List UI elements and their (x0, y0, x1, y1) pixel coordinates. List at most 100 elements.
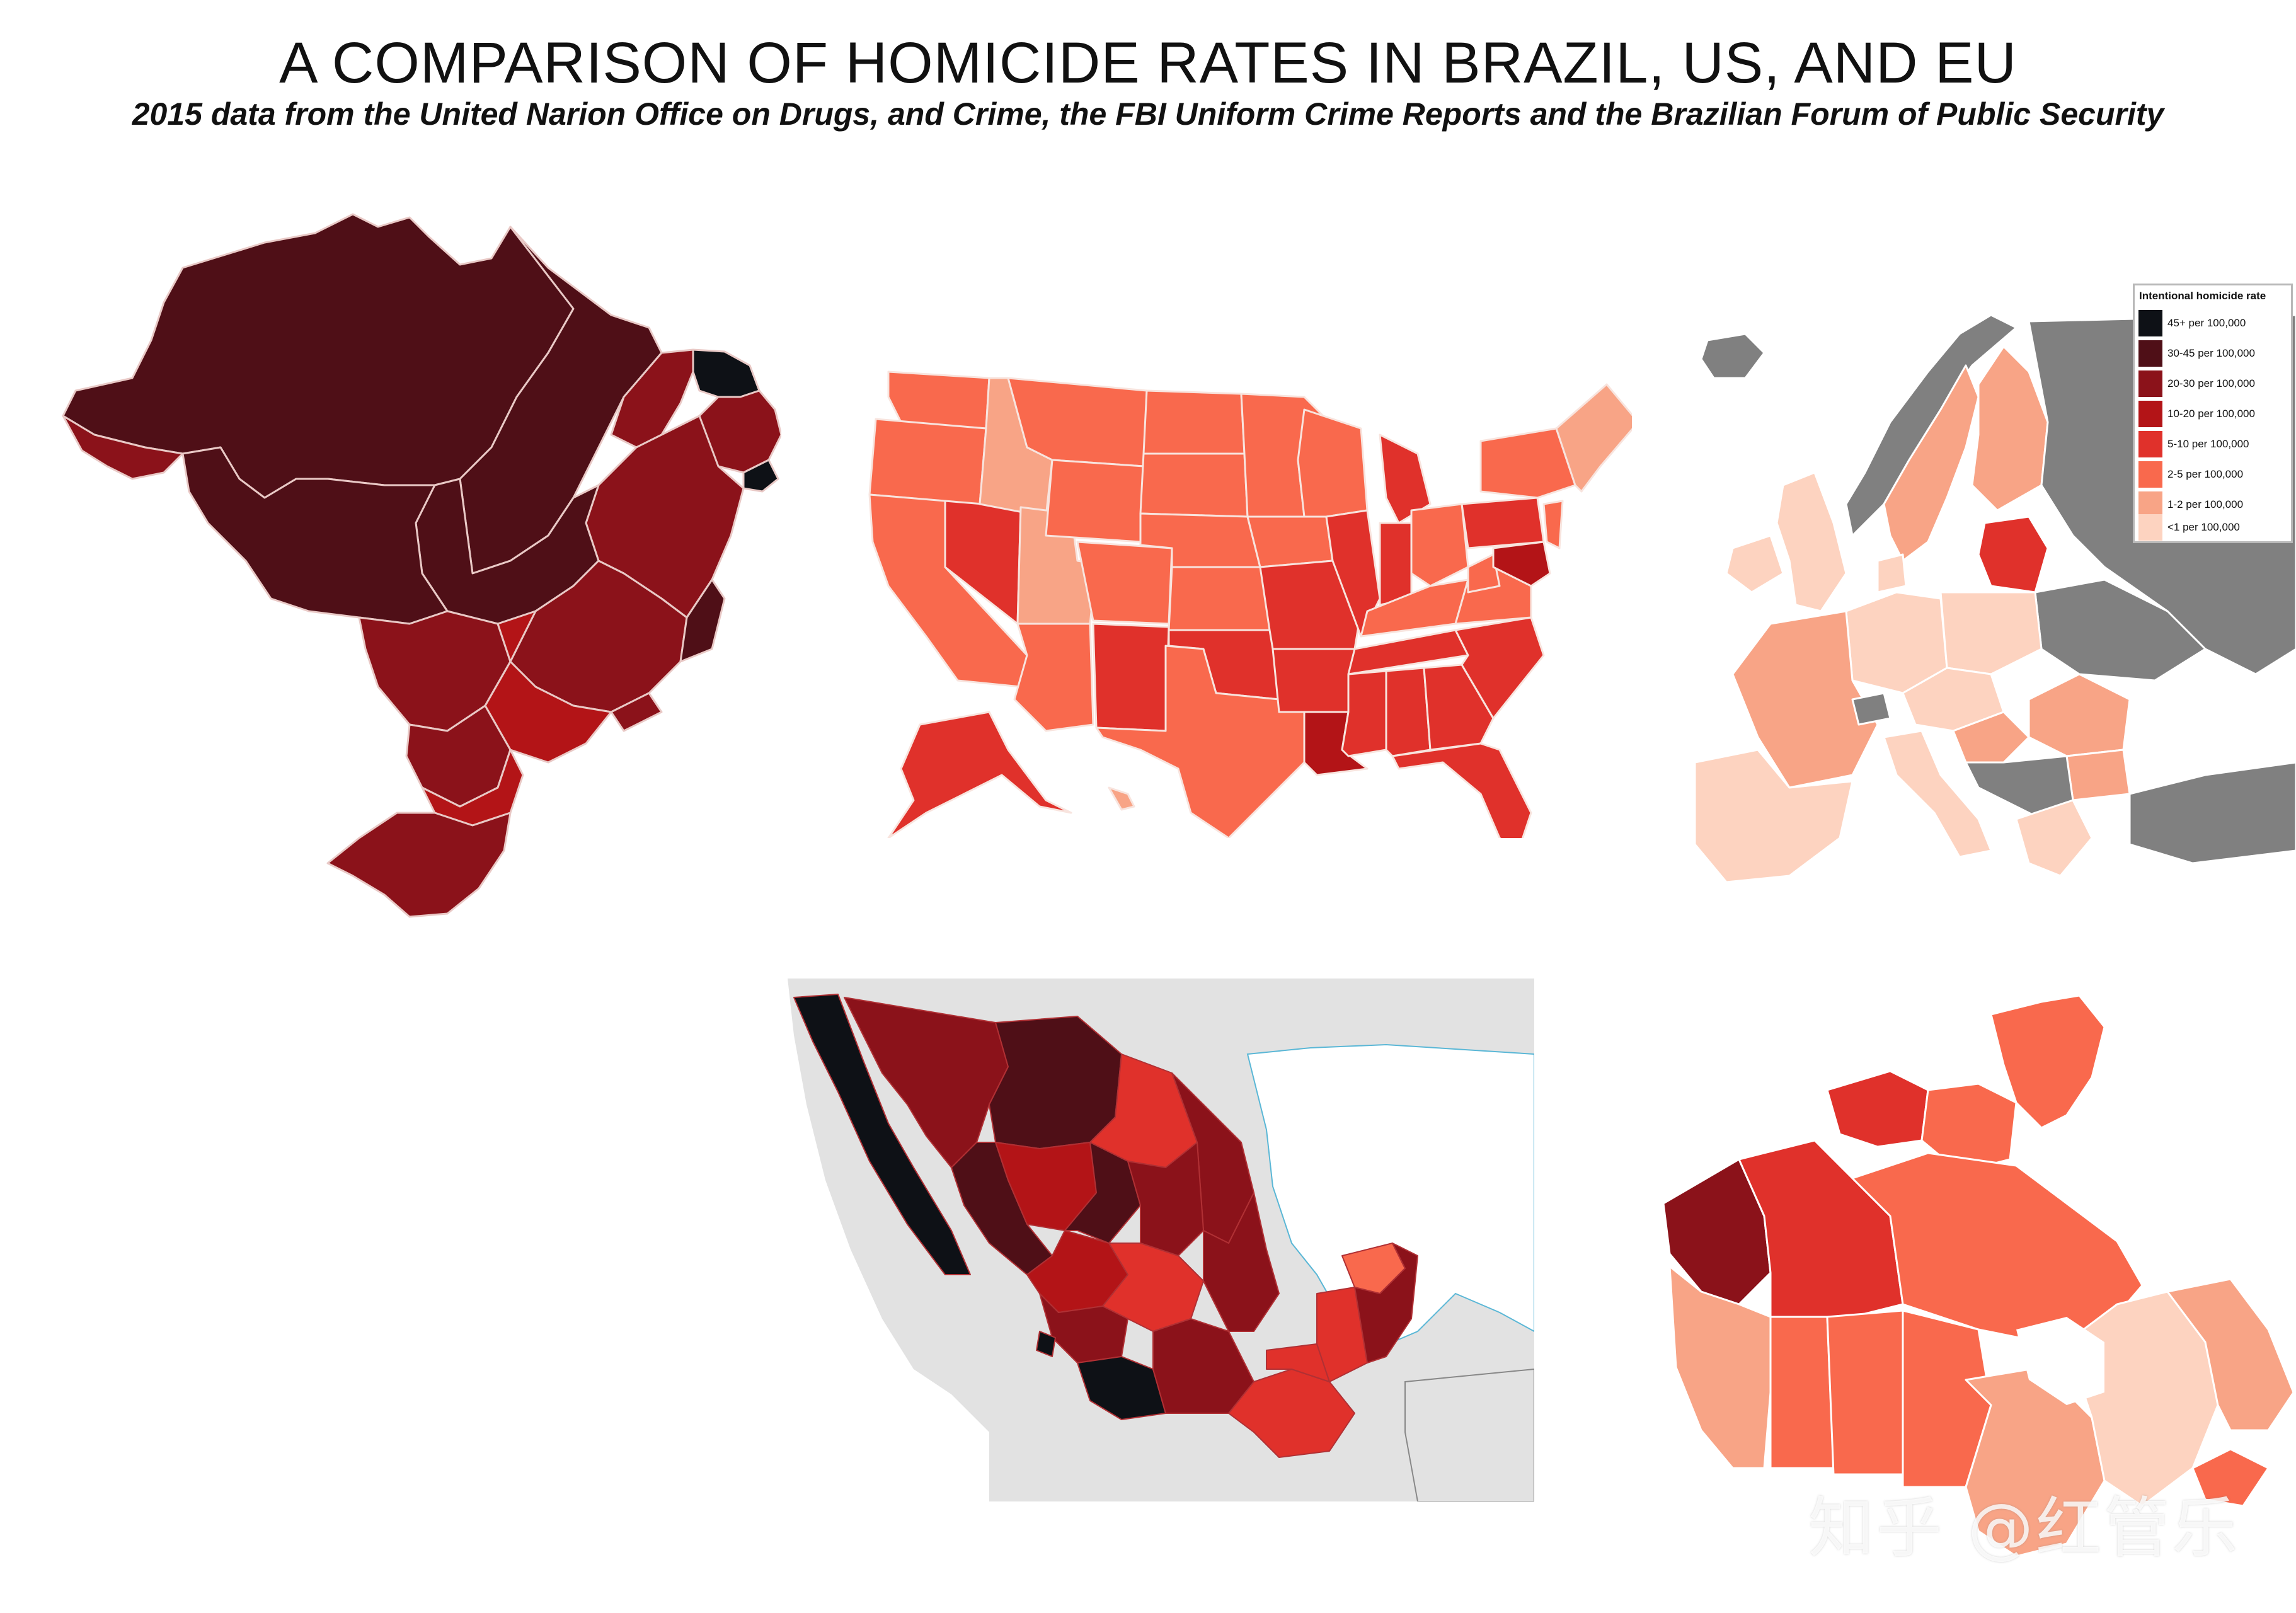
us-state-west-virginia (1467, 553, 1501, 594)
europe-iberia (1694, 749, 1854, 883)
europe-poland (1939, 591, 2043, 675)
canada-arctic-west (1826, 1070, 1929, 1148)
mexico-veracruz (1203, 1192, 1280, 1332)
legend-swatch (2138, 310, 2162, 336)
us-svg (868, 370, 1632, 838)
brazil-region-es (679, 578, 726, 663)
europe-italy (1883, 730, 1992, 858)
us-state-washington (887, 370, 990, 430)
legend-label: 1-2 per 100,000 (2167, 498, 2244, 510)
canada-nwt (1738, 1139, 1904, 1318)
europe-denmark (1876, 553, 1907, 594)
canada-arctic-mid (1920, 1082, 2018, 1173)
europe-iceland (1700, 333, 1765, 379)
mexico-sinaloa (951, 1142, 1053, 1275)
mexico-chiapas (1228, 1369, 1355, 1458)
map-legend: Intentional homicide rate 45+ per 100,00… (2133, 284, 2293, 543)
us-state-ohio (1410, 503, 1469, 587)
europe-finland (1971, 345, 2049, 512)
mexico-tabasco (1266, 1343, 1330, 1382)
legend-swatch (2138, 514, 2162, 541)
brazil-region-mato-grosso (181, 446, 449, 625)
legend-swatch (2138, 370, 2162, 397)
us-state-arizona (1013, 623, 1094, 732)
legend-swatch (2138, 431, 2162, 457)
canada-atlantic (2166, 1278, 2295, 1432)
mexico-quintana-roo (1354, 1243, 1418, 1363)
mexico-chihuahua (989, 1016, 1122, 1149)
europe-ukraine (2034, 578, 2207, 682)
europe-uk (1776, 471, 1847, 612)
us-map (863, 359, 1632, 838)
legend-label: 2-5 per 100,000 (2167, 468, 2244, 480)
legend-item: <1 per 100,000 (2138, 514, 2240, 541)
us-state-new-york (1479, 427, 1576, 499)
legend-swatch (2138, 461, 2162, 488)
legend-item: 20-30 per 100,000 (2138, 370, 2255, 398)
legend-label: 30-45 per 100,000 (2167, 347, 2255, 359)
us-state-georgia (1423, 663, 1495, 751)
legend-item: 2-5 per 100,000 (2138, 461, 2243, 488)
legend-label: 10-20 per 100,000 (2167, 408, 2255, 420)
us-state-wisconsin (1297, 408, 1369, 518)
us-state-oregon (868, 418, 987, 505)
brazil-region-sp (484, 610, 612, 764)
legend-label: <1 per 100,000 (2167, 521, 2240, 533)
brazil-region-rio (610, 692, 663, 732)
legend-label: 45+ per 100,000 (2167, 317, 2246, 329)
watermark-text: 知乎 @红管乐 (1808, 1490, 2241, 1566)
us-state-maryland (1492, 541, 1551, 587)
canada-british-columbia (1668, 1265, 1772, 1469)
us-state-florida (1391, 742, 1532, 838)
brazil-map (57, 208, 781, 920)
us-state-new-jersey (1542, 500, 1564, 549)
mexico-guatemala-area (1404, 1368, 1534, 1501)
legend-item: 10-20 per 100,000 (2138, 400, 2255, 428)
legend-swatch (2138, 401, 2162, 427)
us-state-new-mexico (1092, 623, 1170, 732)
europe-turkey (2128, 761, 2296, 864)
us-state-hawaii (1108, 786, 1135, 811)
us-state-new-england (1555, 383, 1632, 493)
brazil-region-ceara (692, 348, 761, 398)
legend-item: 1-2 per 100,000 (2138, 491, 2243, 519)
legend-item: 5-10 per 100,000 (2138, 430, 2249, 458)
legend-label: 20-30 per 100,000 (2167, 377, 2255, 389)
canada-map (1663, 989, 2296, 1613)
legend-item: 30-45 per 100,000 (2138, 340, 2255, 367)
us-state-indiana (1379, 522, 1413, 606)
us-state-mississippi (1341, 670, 1387, 757)
us-state-arkansas (1271, 648, 1356, 713)
brazil-region-rs (326, 812, 512, 918)
legend-label: 5-10 per 100,000 (2167, 438, 2249, 450)
chart-subtitle: 2015 data from the United Narion Office … (132, 96, 2164, 132)
us-state-south-dakota (1139, 452, 1249, 518)
europe-switzerland (1851, 692, 1891, 726)
brazil-svg (62, 213, 781, 918)
europe-romania (2028, 673, 2131, 757)
legend-swatch (2138, 340, 2162, 367)
us-state-pennsylvania (1461, 497, 1545, 549)
canada-arctic-north (1990, 994, 2106, 1129)
europe-hungary (1952, 711, 2030, 764)
europe-bulgaria (2065, 749, 2131, 801)
europe-ireland (1725, 534, 1784, 594)
mexico-colima (1036, 1331, 1056, 1357)
us-state-kansas (1168, 566, 1271, 631)
brazil-region-alagoas (742, 459, 779, 493)
us-state-iowa (1246, 515, 1334, 568)
mexico-gulf-water (1246, 1043, 1534, 1352)
brazil-region-acre (62, 415, 184, 480)
us-state-north-dakota (1142, 389, 1246, 455)
canada-alberta (1769, 1316, 1835, 1469)
us-state-alabama (1385, 667, 1432, 757)
legend-item: 45+ per 100,000 (2138, 309, 2246, 337)
canada-saskatchewan (1826, 1309, 1904, 1476)
canada-maritimes (2191, 1448, 2270, 1507)
legend-title: Intentional homicide rate (2139, 290, 2266, 302)
canada-hudson-bay (2016, 1317, 2104, 1405)
mexico-svg (788, 979, 1534, 1501)
europe-france (1731, 610, 1879, 789)
mexico-slp (1127, 1142, 1204, 1256)
europe-sweden (1883, 364, 1980, 562)
